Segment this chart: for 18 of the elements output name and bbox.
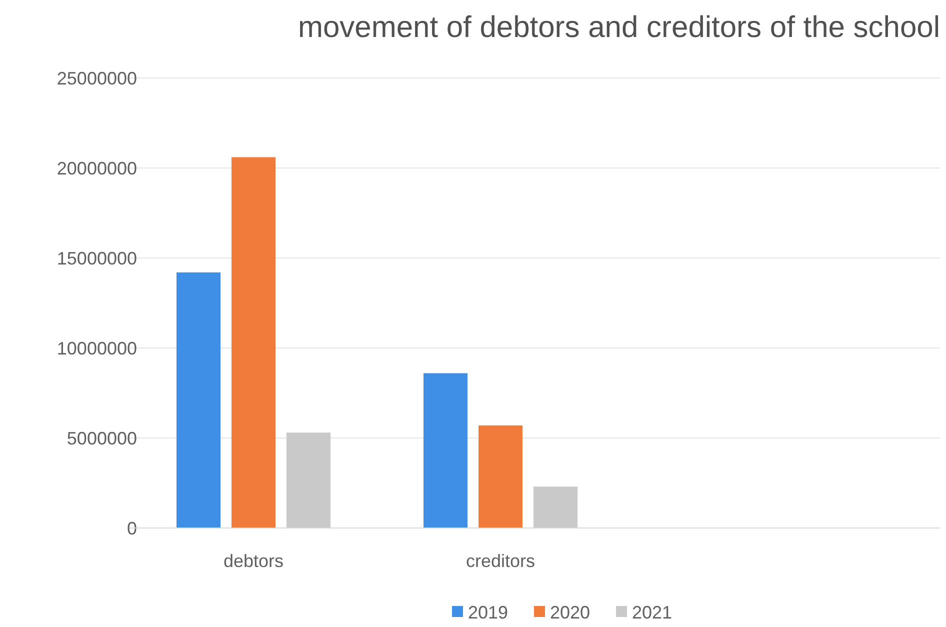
bar [534, 486, 578, 528]
chart-title: movement of debtors and creditors of the school [298, 11, 940, 44]
bar [478, 425, 522, 528]
y-tick-label: 20000000 [56, 158, 137, 178]
y-tick-label: 5000000 [66, 428, 137, 448]
legend-label: 2020 [550, 602, 590, 622]
y-tick-label: 0 [126, 518, 137, 538]
bar [232, 157, 276, 528]
y-tick-label: 25000000 [56, 68, 137, 88]
legend-label: 2021 [632, 602, 672, 622]
x-tick-label: creditors [466, 551, 536, 571]
bar [286, 432, 330, 528]
legend-label: 2019 [468, 602, 508, 622]
y-tick-label: 10000000 [56, 338, 137, 358]
x-tick-label: debtors [223, 551, 284, 571]
bar [424, 373, 468, 528]
bar [176, 272, 220, 528]
y-tick-label: 15000000 [56, 248, 137, 268]
